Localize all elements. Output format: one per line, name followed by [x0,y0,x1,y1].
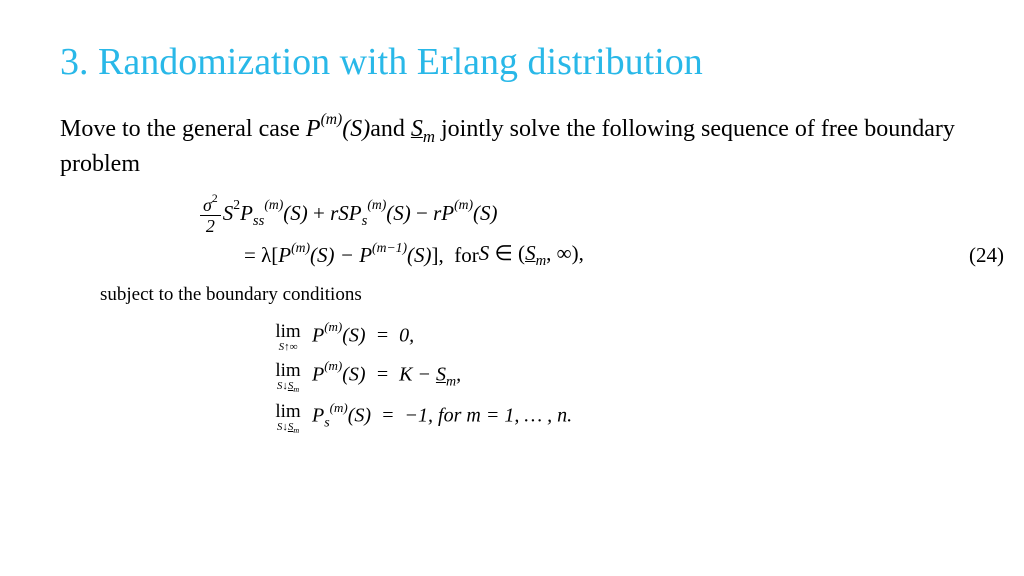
equation-24: σ2 2 S2Pss(m)(S) + rSPs(m)(S) − rP(m)(S)… [200,195,964,270]
s-in-range: S ∈ (Sm, ∞), [479,241,584,270]
intro-prefix: Move to the general case [60,116,306,142]
intro-mid: and [370,116,411,142]
subject-to-text: subject to the boundary conditions [100,284,964,306]
bc-line-1: lim S↑∞ P(m)(S) = 0, [270,322,964,353]
s-sub-m: Sm [411,116,435,142]
bc3-body: Ps(m)(S) = −1, for m = 1, … , n. [312,402,572,432]
boundary-conditions: lim S↑∞ P(m)(S) = 0, lim S↓Sm P(m)(S) = … [270,322,964,435]
section-title: 3. Randomization with Erlang distributio… [60,40,964,84]
bc-line-2: lim S↓Sm P(m)(S) = K − Sm, [270,361,964,394]
lim-s-down-sm-2: lim S↓Sm [270,361,306,394]
eq24-line1: σ2 2 S2Pss(m)(S) + rSPs(m)(S) − rP(m)(S) [200,195,964,235]
slide-container: 3. Randomization with Erlang distributio… [0,0,1024,435]
eq-number-24: (24) [969,243,1004,268]
for-text: for [444,243,479,268]
pm-s: P(m)(S) − P(m−1)(S) [278,242,431,268]
lim-s-down-sm-3: lim S↓Sm [270,402,306,435]
bc2-body: P(m)(S) = K − Sm, [312,361,461,391]
lim-s-up-inf: lim S↑∞ [270,322,306,353]
pm-of-s: P(m)(S) [306,116,370,142]
close-bracket: ], [432,243,444,268]
eq24-line2: = λ[P(m)(S) − P(m−1)(S)], for S ∈ (Sm, ∞… [244,241,964,270]
frac-den: 2 [206,216,215,235]
term-s2pss: S2Pss(m)(S) + rSPs(m)(S) − rP(m)(S) [223,200,498,230]
intro-paragraph: Move to the general case P(m)(S)and Sm j… [60,112,964,181]
sigma-sq-over-2: σ2 2 [200,195,221,235]
frac-num: σ [203,195,212,215]
eq-lambda-prefix: = λ[ [244,243,278,268]
bc1-body: P(m)(S) = 0, [312,322,414,348]
bc-line-3: lim S↓Sm Ps(m)(S) = −1, for m = 1, … , n… [270,402,964,435]
